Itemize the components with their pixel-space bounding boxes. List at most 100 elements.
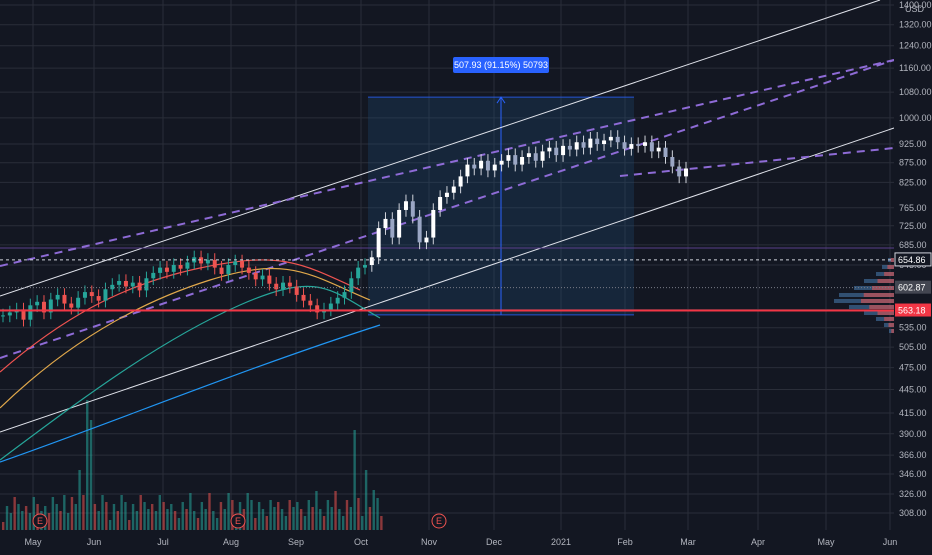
profile-bar-sell [888, 323, 894, 327]
volume-bar [307, 500, 310, 530]
volume-bar [208, 493, 211, 530]
ma-red [0, 259, 361, 373]
price-tick: 415.00 [899, 408, 927, 418]
volume-bar [277, 502, 280, 530]
candle-body [233, 261, 238, 266]
candle-body [670, 156, 675, 167]
volume-bar [364, 470, 368, 530]
candle-body [533, 153, 538, 161]
candle-body [103, 289, 108, 301]
candle-body [62, 294, 67, 304]
volume-bar [330, 507, 333, 530]
candle-body [444, 192, 449, 197]
candle-body [608, 136, 613, 141]
candle-body [547, 147, 552, 152]
candle-body [287, 282, 292, 287]
volume-bar [82, 495, 85, 530]
candle-body [117, 280, 122, 285]
volume-bar [357, 498, 360, 530]
candle-body [369, 257, 374, 266]
candle-body [431, 209, 436, 238]
volume-bar [124, 502, 127, 530]
time-axis[interactable]: May Jun Jul Aug Sep Oct Nov Dec 2021 Feb Mar Apr May… [0, 530, 932, 550]
candle-body [315, 305, 320, 313]
candle-body [1, 315, 5, 317]
volume-bar [51, 497, 55, 530]
candle-body [663, 147, 668, 157]
volume-bar [93, 504, 97, 530]
candle-body [110, 284, 115, 290]
volume-bar [108, 520, 112, 530]
volume-bar [143, 502, 146, 530]
horizontal-lines[interactable] [0, 259, 894, 312]
candle-body [55, 294, 60, 300]
price-tick: 1320.00 [899, 20, 932, 30]
candle-body [123, 280, 128, 287]
candle-body [362, 265, 367, 268]
volume-bar [74, 504, 77, 530]
candle-body [636, 144, 641, 146]
volume-bar [59, 511, 62, 530]
price-tick: 825.00 [899, 177, 927, 187]
candle-body [219, 267, 224, 274]
candle-body [137, 282, 142, 291]
grid-lines [0, 0, 894, 530]
volume-bar [86, 400, 89, 530]
price-badge-label: 563.18 [898, 306, 926, 316]
volume-bar [334, 491, 337, 530]
time-tick: Sep [288, 537, 304, 547]
volume-bar [120, 495, 123, 530]
candle-body [76, 297, 81, 308]
volume-bar [319, 509, 322, 530]
candle-body [342, 292, 347, 298]
volume-bar [265, 516, 268, 530]
candle-body [465, 164, 470, 177]
time-tick: May [817, 537, 835, 547]
candle-body [35, 301, 40, 306]
price-tick: 535.00 [899, 323, 927, 333]
volume-bar [55, 504, 58, 530]
volume-bar [128, 520, 131, 530]
candle-body [82, 292, 87, 298]
candle-body [178, 265, 183, 269]
candle-body [335, 297, 340, 304]
profile-bar-sell [890, 258, 894, 262]
price-tick: 685.00 [899, 240, 927, 250]
volume-bar [380, 516, 383, 530]
volume-bar [78, 470, 81, 530]
price-tick: 475.00 [899, 363, 927, 373]
price-badge [894, 252, 932, 267]
candle-body [281, 282, 286, 290]
price-axis[interactable]: 308.00 326.00 346.00 366.00 390.00 415.00 445.… [894, 0, 932, 550]
time-tick: 2021 [551, 537, 571, 547]
candle-body [48, 299, 53, 313]
candle-body [540, 151, 545, 161]
volume-bar [269, 500, 272, 530]
candle-body [267, 275, 272, 284]
volume-bar [150, 504, 154, 530]
ma-orange [0, 268, 371, 409]
candle-body [253, 272, 258, 280]
earnings-label: E [436, 516, 442, 526]
volume-bar [273, 507, 276, 530]
volume-bar [47, 513, 51, 530]
candle-body [629, 144, 634, 149]
candle-body [41, 301, 46, 313]
volume-bar [338, 509, 341, 530]
candle-body [294, 286, 299, 295]
candle-body [246, 267, 251, 273]
volume-bar [13, 497, 16, 530]
price-tick: 1080.00 [899, 87, 932, 97]
candle-body [226, 265, 231, 274]
trend-channels[interactable] [0, 0, 895, 433]
price-tick: 505.00 [899, 342, 927, 352]
candle-body [274, 283, 279, 290]
volume-bar [223, 509, 226, 530]
volume-bar [177, 518, 181, 530]
measure-arrow-head [496, 96, 506, 104]
candle-body [199, 257, 204, 264]
price-tick: 925.00 [899, 139, 927, 149]
